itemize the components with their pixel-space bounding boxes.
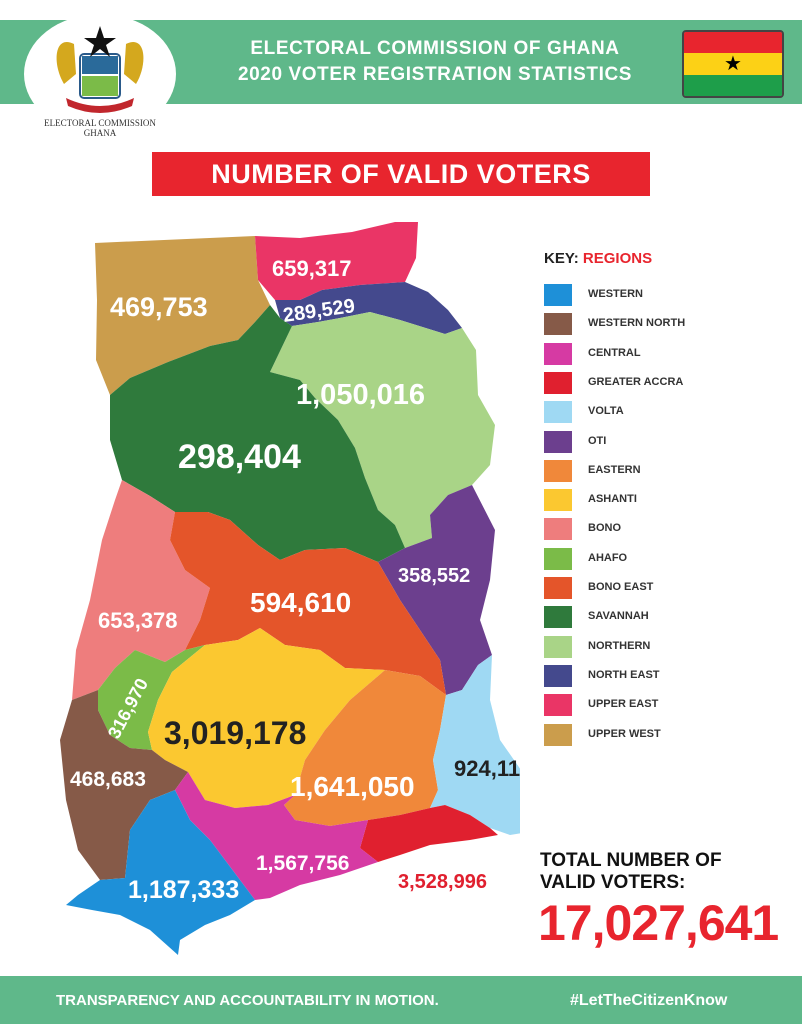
footer-slogan: TRANSPARENCY AND ACCOUNTABILITY IN MOTIO… [56,992,439,1009]
label-eastern: 1,641,050 [290,771,415,802]
legend-swatch [544,547,572,570]
region-volta [430,655,520,835]
label-ashanti: 3,019,178 [164,715,306,751]
legend-swatch [544,635,572,658]
legend-label: GREATER ACCRA [588,375,684,388]
legend-swatch [544,577,572,599]
legend-swatch [544,664,572,687]
legend-swatch [544,518,572,541]
legend-label: ASHANTI [588,493,637,506]
total-label-line1: TOTAL NUMBER OF [540,850,722,871]
region-bono [72,480,210,700]
label-northern: 1,050,016 [296,379,425,411]
legend-label: OTI [588,434,607,447]
legend-label: NORTH EAST [588,668,660,681]
label-oti: 358,552 [398,565,470,587]
legend-label: UPPER EAST [588,698,659,711]
legend-swatch [544,723,572,746]
legend-label: CENTRAL [588,346,641,359]
legend-swatch [544,489,572,512]
legend-swatch [544,430,572,453]
label-bono-east: 594,610 [250,587,351,618]
legend-label: NORTHERN [588,639,651,652]
legend-swatch [544,459,572,482]
legend-swatch [544,371,572,394]
legend-title-accent: REGIONS [582,250,653,267]
legend-swatch [544,284,572,306]
label-volta: 924,116 [454,756,520,781]
total-label-line2: VALID VOTERS: [540,872,686,893]
legend-swatch [544,313,572,336]
legend-title: KEY: REGIONS [544,250,652,267]
header-title: ELECTORAL COMMISSION OF GHANA 2020 VOTER… [205,36,665,88]
legend-label: BONO EAST [588,581,654,593]
region-ahafo [98,645,205,750]
legend-swatch [544,694,572,717]
region-northern [270,312,495,548]
footer-hashtag: #LetTheCitizenKnow [570,992,728,1009]
flag-stripe-green [684,75,782,96]
region-western-north [60,690,188,880]
ghana-flag: ★ [682,30,784,98]
label-greater-accra: 3,528,996 [398,871,487,893]
total-value: 17,027,641 [538,895,779,951]
label-upper-east: 659,317 [272,256,352,281]
logo-caption-line2: GHANA [83,128,117,138]
region-upper-west [95,236,270,395]
flag-star-icon: ★ [724,53,742,75]
label-bono: 653,378 [98,608,178,633]
flag-stripe-yellow: ★ [684,53,782,75]
logo-badge [24,14,176,134]
label-central: 1,567,756 [256,852,349,875]
label-savannah: 298,404 [178,438,301,476]
legend-label: EASTERN [588,463,641,476]
region-upper-east [255,222,418,300]
region-eastern [284,670,446,826]
legend-label: BONO [588,522,621,535]
legend-title-prefix: KEY: [544,250,579,267]
legend-label: VOLTA [588,405,624,418]
label-upper-west: 469,753 [110,292,208,322]
total-label: TOTAL NUMBER OF VALID VOTERS: [540,850,722,894]
page-title-banner: NUMBER OF VALID VOTERS [152,152,650,196]
header-title-line1: ELECTORAL COMMISSION OF GHANA [250,38,620,59]
legend-swatch [544,606,572,629]
logo-caption: ELECTORAL COMMISSION GHANA [30,118,170,138]
label-western: 1,187,333 [128,876,239,904]
legend-label: UPPER WEST [588,727,661,740]
region-central [175,772,378,900]
coat-of-arms-icon [56,26,144,113]
ghana-region-map: 469,753 659,317 289,529 1,050,016 298,40… [60,222,520,955]
legend-swatch [544,401,572,424]
legend-swatch [544,342,572,365]
flag-stripe-red [684,32,782,53]
region-ashanti [148,628,385,808]
header-title-line2: 2020 VOTER REGISTRATION STATISTICS [237,64,633,85]
region-north-east [275,282,462,334]
region-greater-accra [360,805,498,862]
region-western [66,790,255,955]
region-bono-east [170,512,446,695]
region-oti [378,485,495,695]
legend-label: WESTERN [588,288,643,300]
region-savannah [110,305,405,562]
legend-label: AHAFO [588,551,628,564]
footer-band: TRANSPARENCY AND ACCOUNTABILITY IN MOTIO… [0,976,802,1024]
logo-caption-line1: ELECTORAL COMMISSION [44,118,156,128]
legend-label: WESTERN NORTH [588,317,686,330]
legend-label: SAVANNAH [588,610,649,623]
label-western-north: 468,683 [70,768,146,791]
